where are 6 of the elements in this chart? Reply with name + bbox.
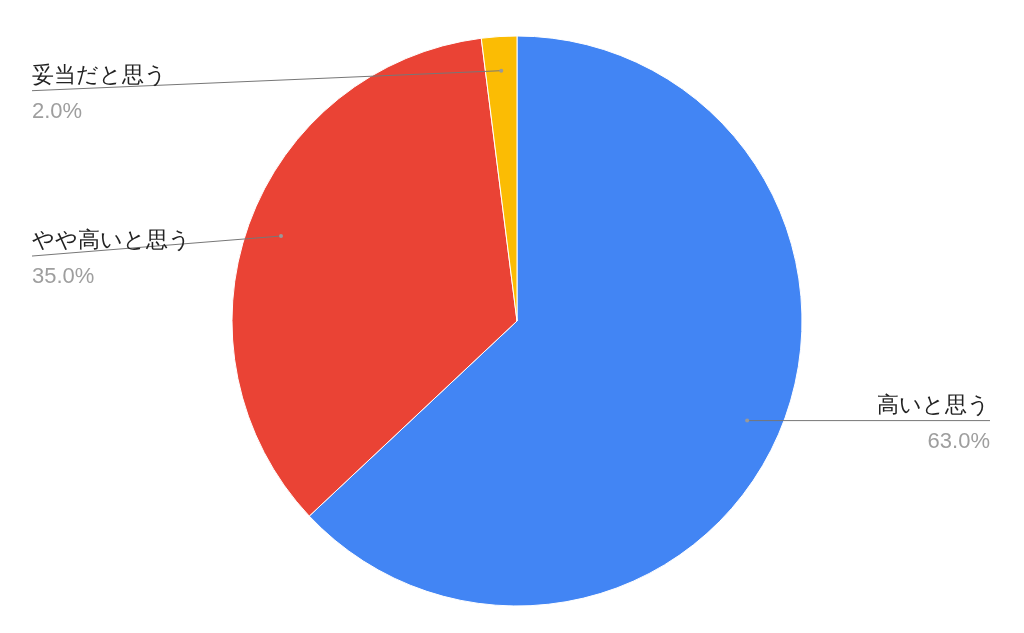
data-label: 35.0% (32, 263, 95, 289)
slice-label: やや高いと思う (32, 227, 191, 253)
data-label: 2.0% (32, 97, 83, 123)
slice-label: 妥当だと思う (32, 61, 167, 87)
data-label: 63.0% (927, 427, 990, 453)
slice-label: 高いと思う (877, 391, 990, 417)
